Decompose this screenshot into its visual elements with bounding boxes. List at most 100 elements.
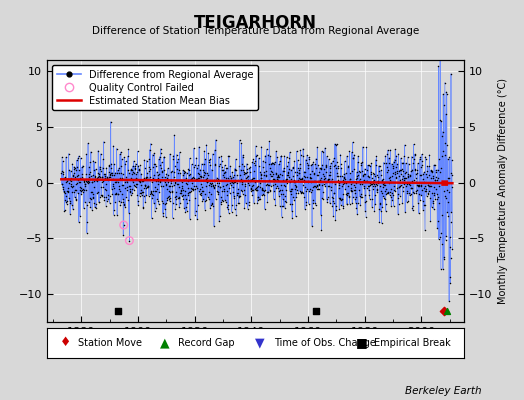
Point (101, 171, 109, 178)
Point (142, 192, 150, 198)
Point (187, 184, 195, 191)
Point (377, 188, 386, 194)
Point (114, 170, 123, 176)
Point (323, 178, 332, 184)
Point (392, 152, 400, 159)
Point (200, 148, 209, 154)
Point (197, 173, 205, 179)
Point (395, 184, 403, 190)
Point (117, 149, 125, 155)
Point (369, 170, 378, 176)
Point (63, 198, 72, 204)
Point (187, 188, 195, 194)
Point (388, 162, 397, 169)
Point (263, 188, 271, 195)
Point (437, 118, 445, 124)
Point (127, 177, 136, 184)
Point (407, 168, 415, 174)
Point (334, 164, 342, 171)
Point (274, 174, 282, 180)
Point (226, 163, 234, 169)
Point (170, 169, 178, 176)
Point (333, 163, 342, 169)
Point (294, 170, 303, 177)
Point (415, 183, 423, 190)
Point (291, 186, 299, 192)
Point (238, 160, 246, 167)
Point (67, 175, 75, 182)
Point (220, 170, 228, 176)
Point (357, 168, 366, 174)
Point (84, 180, 92, 186)
Point (111, 191, 119, 197)
Point (210, 184, 218, 190)
Point (270, 159, 279, 166)
Point (190, 162, 199, 168)
Point (128, 186, 137, 192)
Point (191, 186, 199, 192)
Point (209, 182, 217, 188)
Point (155, 156, 163, 162)
Point (92, 177, 101, 183)
Point (209, 183, 217, 189)
Point (260, 169, 268, 176)
Point (447, 157, 456, 164)
Point (88, 189, 96, 196)
Point (440, 188, 449, 194)
Point (265, 160, 273, 167)
Point (421, 154, 430, 160)
Point (146, 174, 155, 181)
Point (260, 172, 268, 178)
Point (202, 175, 210, 182)
Point (227, 182, 235, 188)
Point (250, 200, 258, 206)
Point (267, 172, 275, 179)
Point (364, 183, 372, 189)
Point (283, 169, 292, 176)
Point (217, 153, 225, 160)
Point (277, 182, 285, 188)
Point (337, 182, 346, 189)
Point (425, 188, 433, 194)
Point (287, 166, 295, 173)
Point (317, 174, 325, 181)
Point (264, 182, 272, 188)
Point (358, 178, 367, 184)
Point (129, 179, 137, 186)
Point (235, 200, 243, 206)
Point (100, 194, 108, 200)
Point (325, 172, 333, 178)
Point (85, 171, 94, 177)
Point (107, 172, 116, 178)
Point (185, 155, 194, 162)
Point (382, 186, 390, 192)
Point (418, 187, 427, 193)
Point (390, 168, 399, 175)
Point (258, 186, 266, 192)
Point (148, 179, 157, 185)
Point (260, 178, 269, 185)
Point (443, 308, 451, 314)
Point (396, 176, 405, 183)
Point (207, 202, 215, 208)
Point (72, 157, 81, 164)
Point (125, 182, 133, 189)
Point (117, 162, 125, 169)
Point (142, 174, 150, 180)
Point (440, 308, 448, 314)
Point (221, 168, 230, 175)
Point (77, 175, 85, 182)
Point (202, 182, 210, 189)
Point (306, 175, 314, 181)
Point (232, 201, 241, 208)
Point (74, 177, 83, 183)
Point (190, 145, 198, 152)
Point (80, 177, 88, 183)
Point (395, 184, 403, 190)
Point (299, 182, 307, 188)
Point (110, 185, 118, 191)
Point (378, 190, 386, 196)
Point (410, 156, 419, 162)
Point (364, 172, 373, 179)
Point (359, 173, 367, 179)
